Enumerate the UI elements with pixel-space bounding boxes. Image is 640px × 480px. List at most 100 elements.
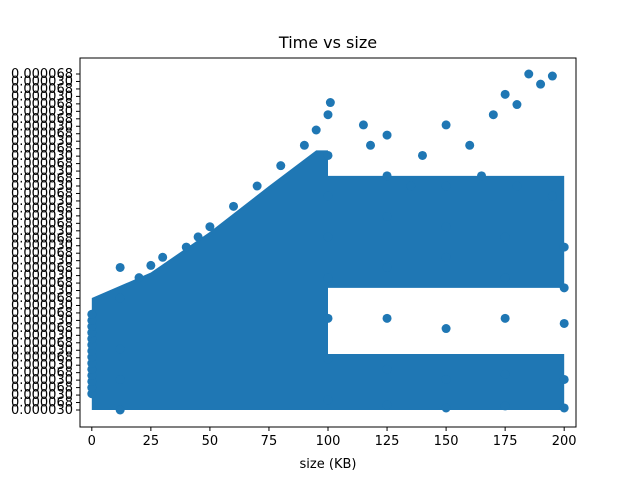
y-tick-label-overlap-22: 0.000030 [11, 239, 73, 254]
y-tick-label-overlap-3: 0.000068 [11, 381, 73, 396]
data-point-42 [417, 150, 427, 160]
y-tick-label-overlap-31: 0.000068 [11, 172, 73, 187]
data-point-72 [559, 374, 569, 384]
data-point-27 [276, 161, 286, 171]
y-tick-label-overlap-12: 0.000030 [11, 313, 73, 328]
data-point-36 [323, 313, 333, 323]
data-point-73 [382, 400, 392, 410]
data-point-47 [512, 100, 522, 110]
data-point-50 [547, 71, 557, 81]
y-tick-label-overlap-38: 0.000030 [11, 119, 73, 134]
data-point-24 [205, 222, 215, 232]
data-point-51 [382, 171, 392, 181]
data-point-33 [323, 191, 333, 201]
data-point-58 [441, 222, 451, 232]
data-point-70 [441, 374, 451, 384]
y-tick-label-overlap-24: 0.000030 [11, 224, 73, 239]
x-tick-label-3: 75 [261, 434, 278, 449]
x-tick-label-0: 0 [88, 434, 96, 449]
data-point-38 [323, 395, 333, 405]
y-tick-label-overlap-23: 0.000068 [11, 231, 73, 246]
data-point-45 [488, 110, 498, 120]
data-point-16 [115, 344, 125, 354]
y-tick-label-overlap-14: 0.000030 [11, 298, 73, 313]
data-point-49 [536, 79, 546, 89]
data-point-18 [115, 262, 125, 272]
data-point-68 [559, 318, 569, 328]
y-tick-label-overlap-32: 0.000030 [11, 164, 73, 179]
y-tick-label-overlap-36: 0.000030 [11, 134, 73, 149]
y-tick-label-overlap-5: 0.000068 [11, 366, 73, 381]
data-point-59 [500, 232, 510, 242]
data-point-19 [134, 273, 144, 283]
data-point-39 [358, 120, 368, 130]
data-point-74 [441, 403, 451, 413]
y-tick-label-overlap-37: 0.000068 [11, 127, 73, 142]
y-tick-label-top: 0.000068 [11, 67, 73, 82]
data-point-57 [382, 212, 392, 222]
data-point-20 [146, 260, 156, 270]
y-axis-ticks: 0.0000680.0000300.0000680.0000300.000068… [11, 67, 80, 418]
y-tick-label-overlap-20: 0.000030 [11, 254, 73, 269]
data-point-56 [547, 191, 557, 201]
data-point-22 [181, 242, 191, 252]
data-point-61 [382, 262, 392, 272]
x-tick-label-6: 150 [434, 434, 459, 449]
x-tick-label-7: 175 [493, 434, 518, 449]
data-point-32 [323, 150, 333, 160]
data-point-69 [382, 364, 392, 374]
y-tick-label-overlap-6: 0.000030 [11, 358, 73, 373]
data-point-28 [299, 140, 309, 150]
dense-band-1 [328, 175, 565, 288]
y-tick-label-overlap-30: 0.000030 [11, 179, 73, 194]
data-point-65 [382, 313, 392, 323]
data-point-30 [323, 110, 333, 120]
y-tick-label-overlap-40: 0.000030 [11, 104, 73, 119]
y-tick-label-overlap-28: 0.000030 [11, 194, 73, 209]
data-point-29 [311, 125, 321, 135]
y-tick-label-overlap-17: 0.000068 [11, 276, 73, 291]
y-tick-label-overlap-27: 0.000068 [11, 201, 73, 216]
data-point-53 [441, 181, 451, 191]
x-axis-ticks: 0 25 50 75 100 125 150 175 200 [88, 427, 577, 449]
y-tick-label-overlap-21: 0.000068 [11, 246, 73, 261]
data-point-44 [465, 140, 475, 150]
data-point-17 [115, 293, 125, 303]
y-tick-label-overlap-18: 0.000030 [11, 269, 73, 284]
data-point-46 [500, 89, 510, 99]
x-tick-label-8: 200 [552, 434, 577, 449]
data-point-14 [115, 405, 125, 415]
data-point-37 [323, 354, 333, 364]
y-tick-label-overlap-25: 0.000068 [11, 216, 73, 231]
y-tick-label-overlap-13: 0.000068 [11, 306, 73, 321]
data-point-43 [441, 120, 451, 130]
y-tick-label-overlap-29: 0.000068 [11, 186, 73, 201]
data-point-23 [193, 232, 203, 242]
y-tick-label-overlap-39: 0.000068 [11, 112, 73, 127]
dense-band-0 [91, 150, 328, 410]
y-tick-label-overlap-8: 0.000030 [11, 343, 73, 358]
x-tick-label-2: 50 [202, 434, 219, 449]
data-point-71 [500, 369, 510, 379]
x-tick-label-1: 25 [143, 434, 160, 449]
y-tick-label-overlap-26: 0.000030 [11, 209, 73, 224]
y-tick-label-overlap-34: 0.000030 [11, 149, 73, 164]
y-tick-label-overlap-10: 0.000030 [11, 328, 73, 343]
y-tick-label-overlap-35: 0.000068 [11, 142, 73, 157]
data-point-21 [158, 252, 168, 262]
x-tick-label-4: 100 [316, 434, 341, 449]
data-point-63 [500, 273, 510, 283]
y-tick-label-bottom: 0.000030 [11, 403, 73, 418]
data-point-54 [477, 171, 487, 181]
data-point-41 [382, 130, 392, 140]
y-tick-label-overlap-11: 0.000068 [11, 321, 73, 336]
y-tick-label-overlap-16: 0.000030 [11, 284, 73, 299]
x-tick-label-5: 125 [375, 434, 400, 449]
data-points [87, 69, 569, 415]
data-point-31 [325, 98, 335, 108]
data-point-64 [559, 283, 569, 293]
data-point-60 [559, 242, 569, 252]
x-axis-label: size (KB) [300, 457, 357, 472]
y-tick-label-overlap-43: 0.000068 [11, 82, 73, 97]
